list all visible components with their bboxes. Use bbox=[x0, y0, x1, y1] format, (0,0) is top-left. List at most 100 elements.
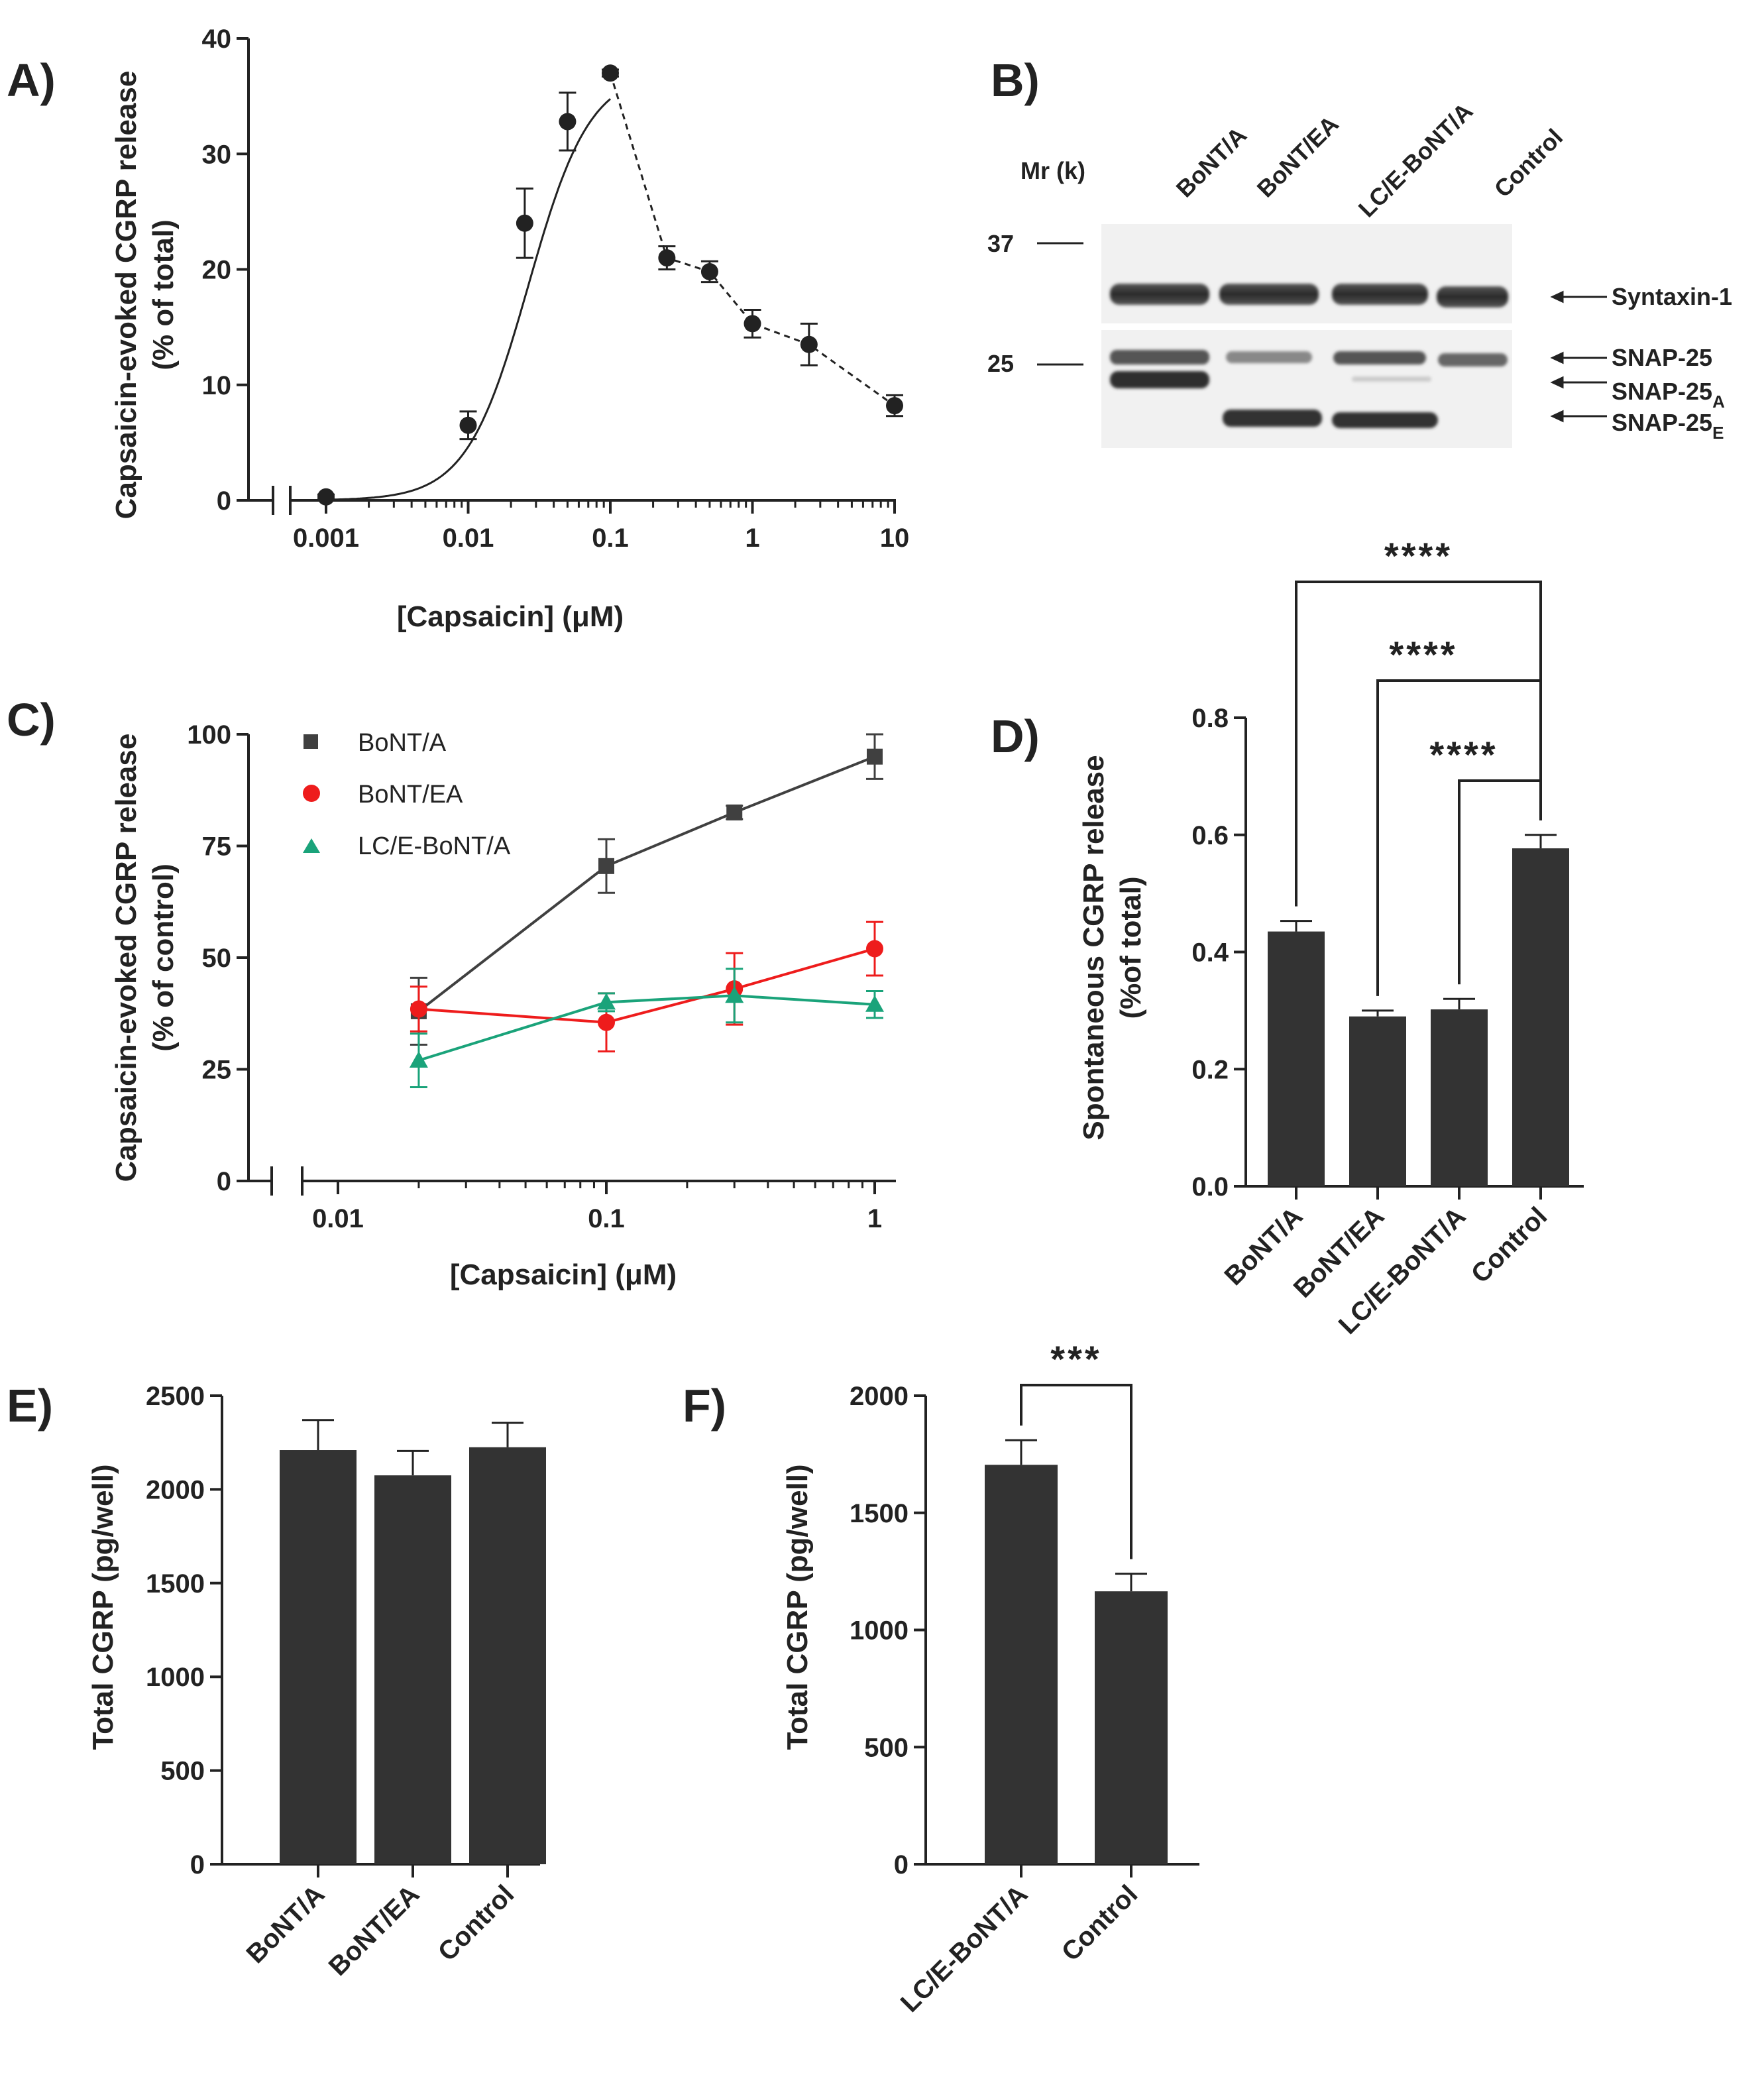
panel-c-legend: BoNT/A BoNT/EA LC/E-BoNT/A bbox=[303, 729, 511, 860]
blot-band-label: SNAP-25A bbox=[1612, 378, 1725, 412]
blot-band-label: Syntaxin-1 bbox=[1612, 283, 1732, 310]
blot-lane-label: Control bbox=[1489, 123, 1568, 202]
data-point-circle bbox=[598, 1013, 615, 1031]
y-tick-label: 1500 bbox=[850, 1499, 909, 1528]
series-line bbox=[418, 994, 875, 1062]
blot-band-label: SNAP-25 bbox=[1612, 344, 1712, 371]
bar bbox=[1268, 931, 1325, 1186]
data-point-square bbox=[867, 748, 883, 765]
x-tick-label: 1 bbox=[745, 524, 759, 553]
panel-a-x-label: [Capsaicin] (μM) bbox=[397, 600, 624, 633]
panel-f-label: F) bbox=[683, 1380, 726, 1431]
y-tick-label: 0.6 bbox=[1191, 821, 1229, 850]
y-tick-label: 20 bbox=[202, 256, 232, 285]
data-point-square bbox=[726, 804, 743, 820]
blot-lane-label: LC/E-BoNT/A bbox=[1353, 97, 1478, 223]
band-syntaxin1-lane1 bbox=[1110, 284, 1209, 305]
bar bbox=[469, 1447, 546, 1864]
panel-c-axes: 0 25 50 75 100 0.01 0.1 1 bbox=[187, 720, 896, 1233]
panel-d-y-label-line1: Spontaneous CGRP release bbox=[1077, 755, 1110, 1140]
y-tick-label: 25 bbox=[202, 1056, 232, 1085]
bar bbox=[985, 1465, 1058, 1864]
band-snap25-lane2 bbox=[1226, 351, 1312, 363]
panel-d: D) Spontaneous CGRP release (%of total) … bbox=[991, 535, 1584, 1340]
x-tick-label: Control bbox=[1056, 1879, 1144, 1967]
bar bbox=[1431, 1009, 1488, 1186]
panel-f-y-label: Total CGRP (pg/well) bbox=[781, 1464, 814, 1750]
panel-f-plot: *** bbox=[985, 1338, 1168, 1864]
blot-mr-label: Mr (k) bbox=[1020, 157, 1085, 184]
y-tick-label: 2000 bbox=[850, 1382, 909, 1411]
x-tick-label: 0.1 bbox=[592, 524, 629, 553]
panel-a-y-label-line1: Capsaicin-evoked CGRP release bbox=[110, 71, 142, 520]
y-tick-label: 0.8 bbox=[1191, 704, 1229, 733]
bar bbox=[1349, 1016, 1406, 1186]
data-point-square bbox=[598, 858, 614, 874]
panel-c-label: C) bbox=[7, 694, 56, 746]
panel-c-plot bbox=[409, 733, 884, 1088]
y-tick-label: 500 bbox=[160, 1757, 205, 1786]
significance-stars: **** bbox=[1384, 535, 1453, 577]
y-tick-label: 1000 bbox=[850, 1616, 909, 1646]
blot-bands bbox=[1110, 284, 1508, 428]
panel-a-data-point bbox=[516, 214, 533, 232]
x-tick-label: 0.01 bbox=[312, 1204, 364, 1233]
series-line bbox=[417, 755, 875, 1013]
significance-stars: **** bbox=[1389, 634, 1457, 675]
bar bbox=[374, 1475, 451, 1864]
y-tick-label: 0.0 bbox=[1191, 1172, 1229, 1202]
x-tick-label: 0.1 bbox=[588, 1204, 625, 1233]
y-tick-label: 40 bbox=[202, 25, 232, 54]
panel-c: C) Capsaicin-evoked CGRP release (% of c… bbox=[7, 694, 896, 1291]
series-line bbox=[418, 947, 875, 1024]
y-tick-label: 2000 bbox=[146, 1475, 205, 1504]
panel-a-dashed-line bbox=[609, 72, 895, 407]
panel-a: A) Capsaicin-evoked CGRP release (% of t… bbox=[7, 25, 909, 633]
legend-marker-square bbox=[303, 734, 318, 749]
panel-c-y-label: Capsaicin-evoked CGRP release (% of cont… bbox=[110, 734, 180, 1182]
panel-e-label: E) bbox=[7, 1380, 53, 1431]
blot-lane-label: BoNT/EA bbox=[1252, 110, 1344, 202]
panel-c-y-label-line2: (% of control) bbox=[147, 864, 180, 1052]
y-tick-label: 500 bbox=[864, 1733, 909, 1762]
bar bbox=[1512, 848, 1569, 1186]
panel-a-axes: 0 10 20 30 40 0.001 0.01 0.1 1 10 bbox=[202, 25, 910, 553]
panel-a-data-point bbox=[602, 64, 619, 82]
panel-f-y-label-line1: Total CGRP (pg/well) bbox=[781, 1464, 814, 1750]
significance-stars: **** bbox=[1429, 734, 1498, 775]
data-point-circle bbox=[410, 1000, 427, 1018]
band-snap25e-lane3 bbox=[1332, 412, 1438, 428]
x-tick-label: Control bbox=[433, 1879, 520, 1967]
y-tick-label: 10 bbox=[202, 371, 232, 400]
blot-marker-37: 37 bbox=[987, 230, 1014, 257]
y-tick-label: 0 bbox=[217, 1167, 231, 1196]
panel-b-label: B) bbox=[991, 54, 1040, 106]
x-tick-label: Control bbox=[1466, 1202, 1553, 1289]
significance-bracket bbox=[1295, 581, 1542, 907]
panel-c-y-label-line1: Capsaicin-evoked CGRP release bbox=[110, 734, 142, 1182]
panel-a-data-point bbox=[559, 113, 577, 131]
blot-marker-25: 25 bbox=[987, 350, 1014, 377]
legend-marker-circle bbox=[303, 785, 320, 802]
y-tick-label: 30 bbox=[202, 140, 232, 169]
legend-marker-triangle bbox=[303, 838, 320, 853]
panel-e-y-label: Total CGRP (pg/well) bbox=[87, 1464, 119, 1750]
x-tick-label: LC/E-BoNT/A bbox=[895, 1879, 1034, 2018]
data-point-triangle bbox=[409, 1051, 428, 1068]
band-snap25-lane4 bbox=[1438, 353, 1508, 366]
band-syntaxin1-lane4 bbox=[1437, 286, 1508, 308]
panel-d-y-label-line2: (%of total) bbox=[1115, 876, 1147, 1019]
panel-a-y-label-line2: (% of total) bbox=[147, 219, 180, 370]
panel-a-fit-curve bbox=[325, 98, 611, 501]
panel-d-plot: **** **** **** bbox=[1268, 535, 1569, 1186]
y-tick-label: 1500 bbox=[146, 1569, 205, 1598]
significance-stars: *** bbox=[1050, 1338, 1101, 1380]
x-tick-label: 0.001 bbox=[293, 524, 359, 553]
blot-lane-label: BoNT/A bbox=[1171, 121, 1252, 202]
panel-a-label: A) bbox=[7, 54, 56, 106]
panel-e-y-label-line1: Total CGRP (pg/well) bbox=[87, 1464, 119, 1750]
significance-bracket bbox=[1020, 1384, 1132, 1559]
legend-label-lce-bonta: LC/E-BoNT/A bbox=[358, 832, 511, 860]
panel-a-data-point bbox=[744, 315, 761, 333]
